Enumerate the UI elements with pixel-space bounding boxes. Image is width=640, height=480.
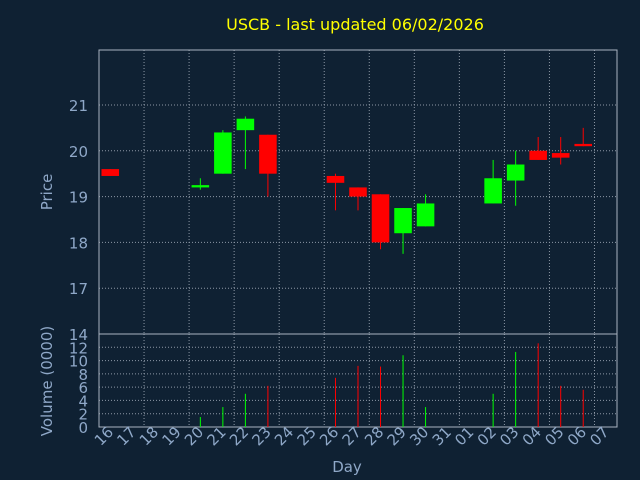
- volume-tick-label: 8: [78, 366, 88, 384]
- price-tick-label: 19: [69, 189, 88, 207]
- candle-body: [506, 164, 525, 181]
- volume-tick-label: 4: [78, 392, 88, 410]
- candle-body: [101, 169, 120, 176]
- candle-body: [371, 194, 390, 243]
- volume-bars: [199, 343, 584, 427]
- candle-body: [326, 175, 345, 183]
- price-tick-label: 17: [69, 280, 88, 298]
- candle-body: [551, 153, 570, 158]
- volume-tick-label: 10: [69, 353, 88, 371]
- candle-body: [349, 187, 367, 197]
- candle-body: [259, 134, 277, 174]
- volume-tick-label: 2: [78, 406, 88, 424]
- candles: [101, 116, 593, 254]
- candle-body: [529, 150, 547, 160]
- volume-axis-label: Volume (0000): [38, 326, 56, 436]
- volume-tick-label: 12: [69, 339, 88, 357]
- price-axis-label: Price: [38, 174, 56, 211]
- candle-body: [574, 143, 593, 147]
- x-axis-label: Day: [332, 458, 362, 476]
- candle-body: [484, 178, 502, 204]
- volume-tick-label: 6: [78, 379, 88, 397]
- price-y-ticks: 17 18 19 20 21: [69, 97, 88, 298]
- price-tick-label: 18: [69, 234, 88, 252]
- volume-tick-label: 14: [69, 326, 88, 344]
- day-x-ticks: 1617181920212223242526272829303101020304…: [91, 423, 613, 449]
- volume-tick-label: 0: [78, 419, 88, 437]
- candle-body: [394, 208, 412, 234]
- chart-title: USCB - last updated 06/02/2026: [226, 15, 484, 34]
- price-tick-label: 21: [69, 97, 88, 115]
- candle-body: [214, 132, 232, 174]
- candle-body: [191, 185, 210, 188]
- price-tick-label: 20: [69, 143, 88, 161]
- candle-body: [236, 118, 255, 131]
- candle-body: [416, 203, 435, 227]
